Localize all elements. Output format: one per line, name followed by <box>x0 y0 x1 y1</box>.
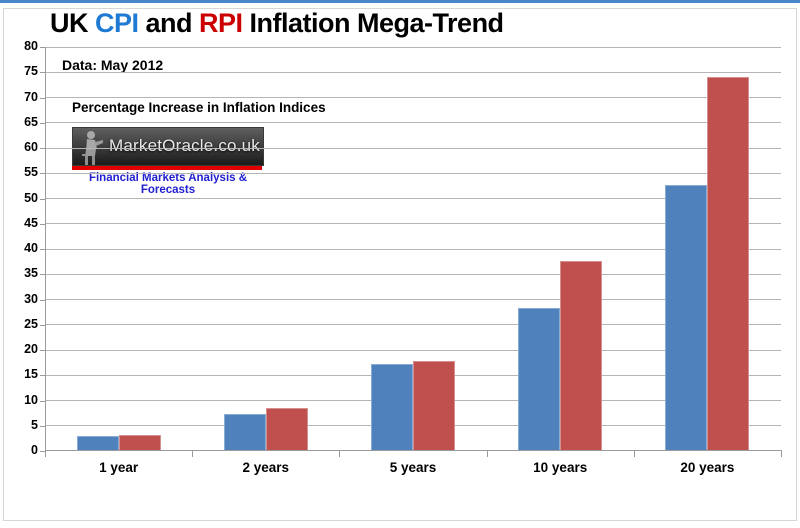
y-axis-tick <box>40 324 45 326</box>
y-axis-label-50: 50 <box>24 190 38 205</box>
gridline-80 <box>45 46 781 48</box>
y-axis-label-45: 45 <box>24 215 38 230</box>
logo-brand-text: MarketOracle.co.uk <box>109 136 260 155</box>
y-axis-label-55: 55 <box>24 165 38 180</box>
data-note: Data: May 2012 <box>62 57 164 73</box>
bar-cpi-1-year <box>76 435 119 451</box>
brand-logo: MarketOracle.co.uk Financial Markets Ana… <box>72 127 264 196</box>
x-axis-tick <box>339 451 341 457</box>
bar-cpi-5-years <box>371 364 413 451</box>
y-axis-tick <box>40 249 45 250</box>
x-axis-label-1-year: 1 year <box>99 460 139 475</box>
gridline-55 <box>45 172 781 174</box>
y-axis-label-10: 10 <box>24 392 38 407</box>
y-axis-tick <box>40 198 45 200</box>
bar-rpi-20-years <box>707 77 750 451</box>
y-axis-label-35: 35 <box>24 266 38 281</box>
y-axis-label-5: 5 <box>31 417 38 432</box>
y-axis-tick <box>40 375 45 377</box>
gridline-60 <box>45 147 781 149</box>
y-axis-label-60: 60 <box>24 140 38 154</box>
x-axis-label-20-years: 20 years <box>680 460 735 475</box>
y-axis-label-20: 20 <box>24 342 38 356</box>
chart-title-part: Inflation Mega-Trend <box>242 8 505 38</box>
chart-title-part: and <box>138 8 200 38</box>
y-axis-tick <box>40 425 45 427</box>
x-axis-label-10-years: 10 years <box>533 460 588 475</box>
chart-title: UK CPI and RPI Inflation Mega-Trend <box>50 8 504 39</box>
gridline-70 <box>45 97 781 98</box>
bar-cpi-20-years <box>665 184 708 451</box>
y-axis-tick <box>40 148 45 149</box>
y-axis-tick <box>40 451 45 452</box>
logo-tagline: Financial Markets Analysis & Forecasts <box>88 172 248 196</box>
gridline-45 <box>45 223 781 225</box>
logo-red-underline <box>72 166 262 170</box>
y-axis-label-25: 25 <box>24 316 38 331</box>
y-axis-tick <box>40 274 45 276</box>
axis-description: Percentage Increase in Inflation Indices <box>72 100 326 115</box>
y-axis-tick <box>40 72 45 74</box>
y-axis-label-70: 70 <box>24 89 38 104</box>
chart-frame <box>3 8 797 521</box>
y-axis-tick <box>40 97 45 99</box>
y-axis-label-80: 80 <box>24 39 38 53</box>
x-axis-tick <box>192 451 194 457</box>
y-axis-tick <box>40 350 45 351</box>
logo-box: MarketOracle.co.uk <box>72 127 264 166</box>
bar-rpi-1-year <box>118 434 161 451</box>
x-axis-tick <box>781 451 782 457</box>
x-axis-label-5-years: 5 years <box>389 460 437 475</box>
x-axis-label-2-years: 2 years <box>242 460 290 475</box>
chart-title-part: UK <box>50 8 95 38</box>
gridline-65 <box>45 122 781 124</box>
y-axis-label-65: 65 <box>24 114 38 129</box>
y-axis-tick <box>40 223 45 225</box>
top-border-accent <box>0 0 800 3</box>
y-axis-label-0: 0 <box>31 443 38 457</box>
bar-cpi-10-years <box>518 307 561 451</box>
x-axis-tick <box>45 451 46 457</box>
y-axis-tick <box>40 400 45 402</box>
y-axis-tick <box>40 47 45 48</box>
gridline-30 <box>45 299 781 300</box>
x-axis-tick <box>633 451 635 457</box>
y-axis-label-75: 75 <box>24 64 38 79</box>
bar-rpi-10-years <box>560 260 603 451</box>
bar-rpi-2-years <box>265 408 308 451</box>
bar-rpi-5-years <box>413 361 455 451</box>
gridline-75 <box>45 71 781 73</box>
gridline-25 <box>45 324 781 326</box>
y-axis-tick <box>40 122 45 124</box>
gridline-50 <box>45 198 781 199</box>
y-axis-tick <box>40 173 45 175</box>
y-axis-line <box>45 47 46 451</box>
y-axis-label-30: 30 <box>24 291 38 306</box>
gridline-35 <box>45 273 781 275</box>
x-axis-line <box>45 450 782 451</box>
y-axis-label-15: 15 <box>24 367 38 382</box>
plot-area <box>45 46 781 451</box>
gridline-20 <box>45 349 781 351</box>
gridline-40 <box>45 248 781 250</box>
y-axis-label-40: 40 <box>24 241 38 255</box>
chart-title-part: RPI <box>199 8 243 38</box>
chart-title-part: CPI <box>95 8 139 38</box>
bar-cpi-2-years <box>223 413 266 451</box>
y-axis-tick <box>40 299 45 301</box>
x-axis-tick <box>486 451 488 457</box>
